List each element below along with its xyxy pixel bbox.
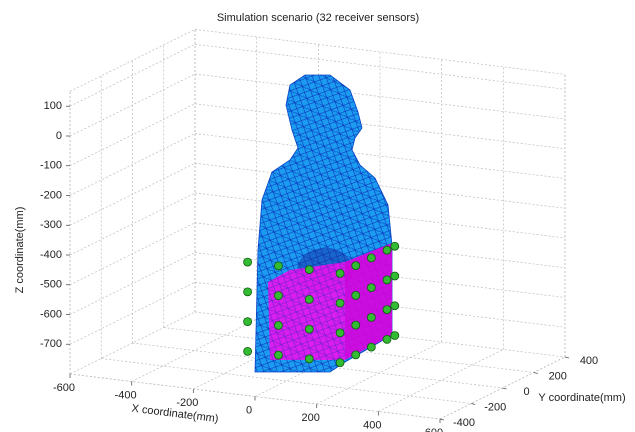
sensor-point: [366, 253, 376, 263]
z-tick-label: -200: [40, 189, 62, 201]
x-tick-label: -600: [53, 382, 75, 394]
sensor-point: [390, 271, 400, 281]
y-axis-label: Y coordinate(mm): [538, 392, 625, 404]
sensor-point: [274, 261, 283, 271]
x-tick-label: 600: [425, 427, 443, 432]
y-tick-label: 0: [523, 386, 529, 398]
sensor-point: [366, 342, 376, 352]
box-edge: [194, 29, 566, 75]
y-tick-label: 200: [549, 370, 567, 382]
patch-side: [345, 243, 392, 360]
sensor-point: [382, 245, 392, 255]
grid-line: [69, 133, 196, 196]
sensor-point: [274, 320, 283, 330]
y-tick: [533, 372, 538, 374]
grid-line: [69, 162, 196, 226]
sensor-point: [243, 257, 253, 267]
sensor-point: [351, 290, 361, 300]
y-tick: [502, 387, 507, 390]
grid-line: [69, 43, 196, 107]
z-tick-label: -300: [40, 219, 62, 231]
y-tick: [471, 403, 476, 405]
grid-line: [69, 192, 196, 256]
z-tick-label: 0: [56, 130, 62, 142]
x-tick-label: 200: [301, 412, 319, 424]
sensor-point: [382, 305, 392, 315]
sensor-point: [351, 350, 361, 360]
y-tick-label: -400: [453, 417, 475, 429]
x-axis-label: X coordinate(mm): [131, 403, 219, 426]
z-tick-label: 100: [44, 100, 62, 112]
sensor-point: [366, 312, 376, 322]
y-tick: [564, 356, 570, 359]
sensor-point: [335, 358, 345, 368]
sensor-point: [351, 261, 361, 271]
grid-line: [378, 349, 504, 412]
patch-wireframe: [268, 262, 345, 360]
sensor-point: [390, 301, 400, 311]
x-tick-label: -400: [115, 389, 137, 401]
x-tick-label: -200: [176, 397, 198, 409]
sensor-point: [335, 268, 345, 278]
sensor-point: [243, 287, 253, 297]
sensor-point: [304, 265, 314, 275]
z-tick-label: -600: [40, 308, 62, 320]
chart-title: Simulation scenario (32 receiver sensors…: [217, 12, 419, 24]
sensor-point: [390, 241, 400, 251]
sensor-point: [382, 275, 392, 285]
sensor-point: [335, 298, 345, 308]
y-tick: [439, 418, 445, 421]
sensor-point: [304, 294, 314, 304]
grid-line: [69, 73, 196, 137]
z-tick-label: -500: [40, 279, 62, 291]
sensor-point: [304, 354, 314, 364]
sensor-point: [274, 350, 283, 360]
sensors: [243, 241, 400, 368]
z-axis-label: Z coordinate(mm): [14, 207, 26, 294]
sensor-point: [243, 317, 253, 327]
z-tick-label: -700: [40, 338, 62, 350]
sensor-point: [274, 291, 283, 301]
sensor-point: [335, 328, 345, 338]
y-tick-label: -200: [484, 401, 506, 413]
sensor-point: [304, 324, 314, 334]
grid-line: [69, 103, 196, 167]
sensor-point: [366, 283, 376, 293]
x-tick-label: 400: [363, 419, 381, 431]
box-edge: [69, 29, 196, 92]
grid-line: [69, 222, 196, 286]
z-tick-label: -400: [40, 249, 62, 261]
y-tick-label: 400: [580, 355, 598, 367]
grid-line: [194, 133, 566, 179]
sensor-point: [243, 346, 253, 356]
sensor-point: [382, 334, 392, 344]
x-tick-label: 0: [246, 404, 252, 416]
sensor-point: [390, 331, 400, 340]
grid-line: [131, 319, 257, 382]
grid-line: [69, 281, 196, 345]
grid-line: [69, 252, 196, 315]
z-tick-label: -100: [40, 160, 62, 172]
sensor-point: [351, 320, 361, 330]
